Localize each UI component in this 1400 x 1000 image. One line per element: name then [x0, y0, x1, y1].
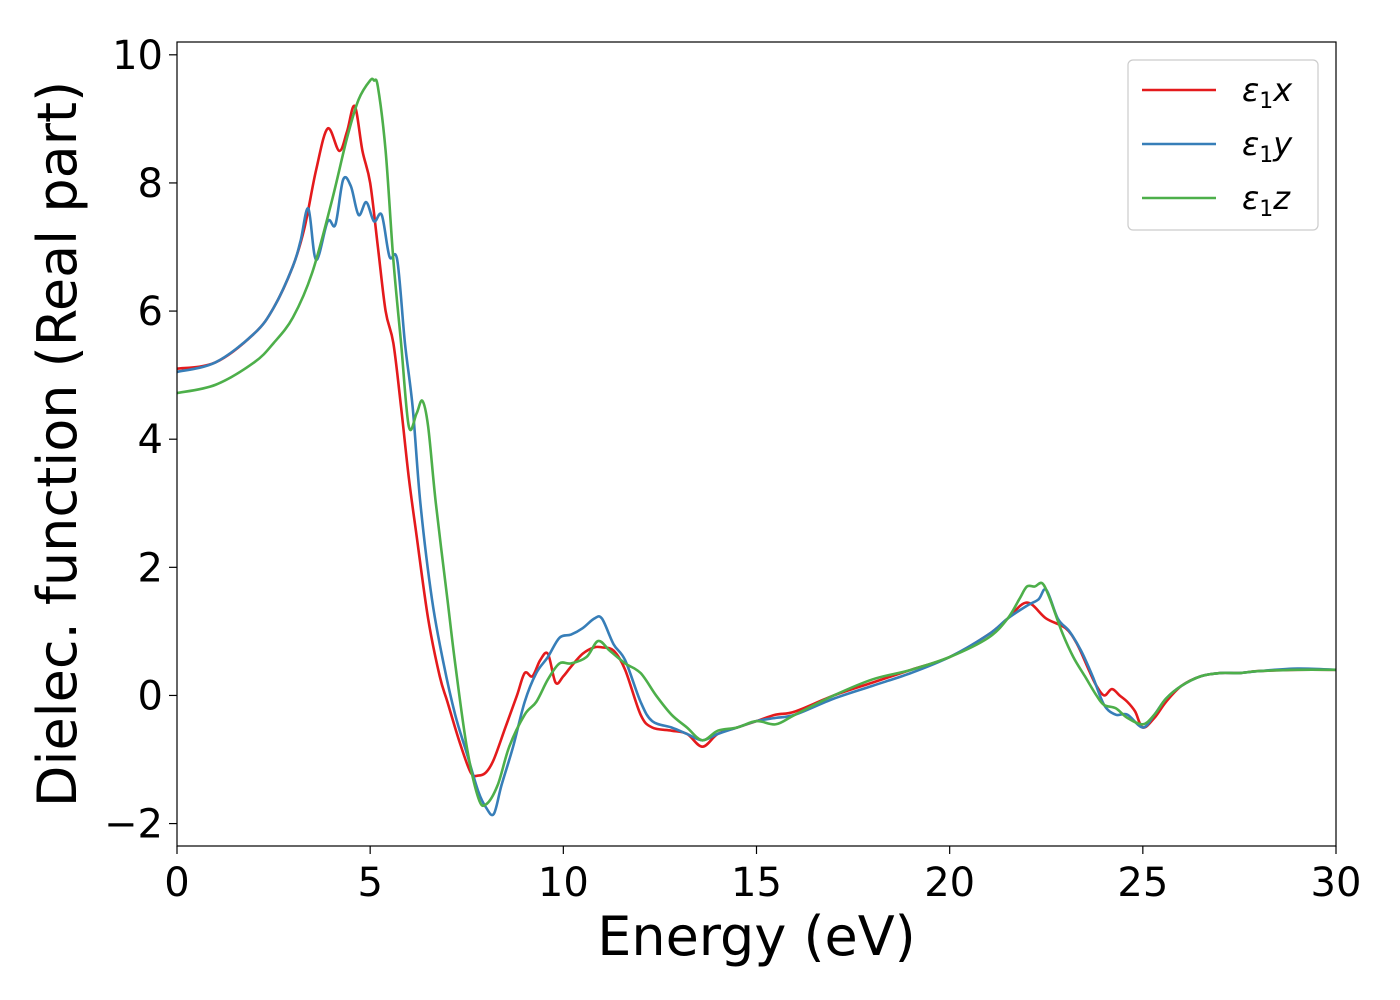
legend-label-component: z — [1272, 179, 1291, 217]
y-tick-label: 8 — [138, 161, 163, 207]
legend-label-subscript: 1 — [1259, 89, 1273, 114]
series-layer — [177, 77, 1336, 817]
y-tick-label: 10 — [112, 33, 163, 79]
legend-label-component: x — [1272, 71, 1293, 109]
x-tick-label: 30 — [1311, 860, 1362, 906]
y-tick-label: 6 — [138, 289, 163, 335]
x-axis-title: Energy (eV) — [597, 905, 916, 968]
legend-label-symbol: ε — [1242, 179, 1259, 217]
x-tick-label: 15 — [731, 860, 782, 906]
series-line-x — [177, 104, 1336, 778]
y-axis-title: Dielec. function (Real part) — [26, 81, 89, 807]
legend-label-x: ε1x — [1242, 71, 1293, 114]
x-tick-label: 0 — [164, 860, 189, 906]
legend-box — [1127, 59, 1319, 231]
legend-label-subscript: 1 — [1259, 197, 1273, 222]
y-tick-label: 0 — [138, 673, 163, 719]
legend-label-z: ε1z — [1242, 179, 1291, 222]
legend-label-subscript: 1 — [1259, 143, 1273, 168]
x-tick-label: 25 — [1117, 860, 1168, 906]
x-axis: 0 5 10 15 20 25 30 — [164, 846, 1361, 906]
series-line-z — [177, 77, 1336, 808]
x-tick-label: 5 — [357, 860, 382, 906]
series-line-y — [177, 175, 1336, 817]
legend-label-symbol: ε — [1242, 71, 1259, 109]
x-tick-label: 20 — [924, 860, 975, 906]
y-axis: −2 0 2 4 6 8 10 — [104, 33, 177, 848]
y-tick-label: 2 — [138, 545, 163, 591]
x-tick-label: 10 — [538, 860, 589, 906]
legend-label-symbol: ε — [1242, 125, 1259, 163]
legend-label-y: ε1y — [1242, 125, 1293, 168]
y-tick-label: 4 — [138, 417, 163, 463]
legend-label-component: y — [1272, 125, 1293, 163]
y-tick-label: −2 — [104, 802, 163, 848]
